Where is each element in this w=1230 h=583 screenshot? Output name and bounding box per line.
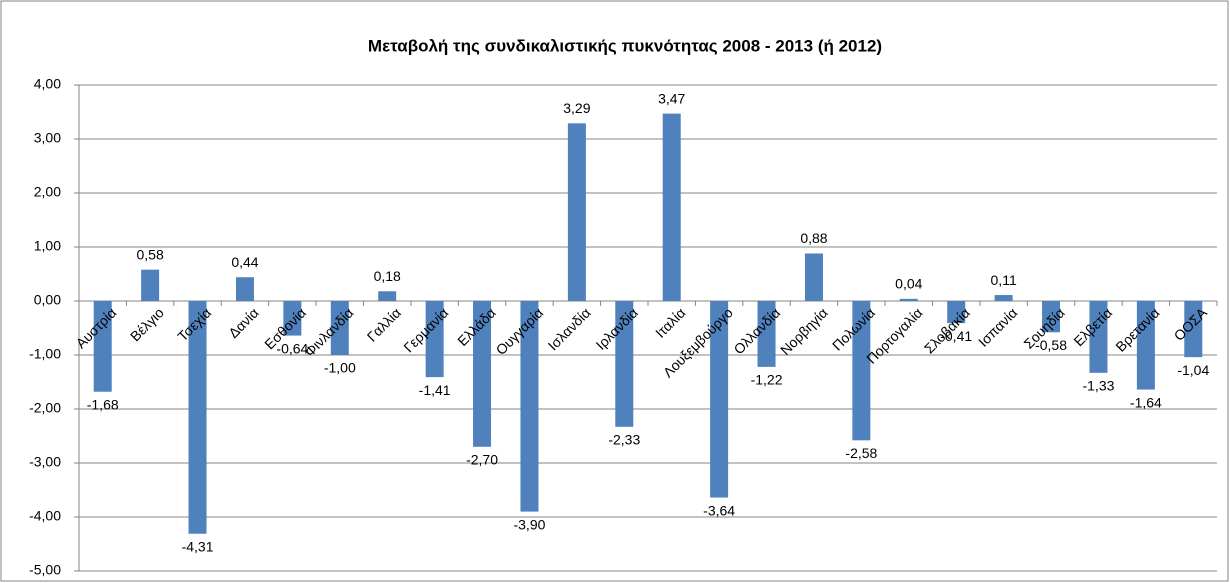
value-label: -0,64	[276, 340, 308, 356]
value-label: 3,29	[563, 100, 590, 116]
value-label: -2,33	[608, 432, 640, 448]
value-label: 0,04	[895, 276, 922, 292]
bar	[757, 301, 776, 367]
bar	[1184, 301, 1203, 358]
y-tick-label: -1,00	[29, 346, 61, 362]
value-label: -4,31	[182, 538, 214, 554]
value-label: 0,44	[231, 254, 258, 270]
bar	[283, 301, 302, 336]
bar	[1136, 301, 1155, 390]
bar	[520, 301, 539, 512]
bar	[615, 301, 634, 427]
bar	[141, 269, 160, 301]
value-label: -1,41	[419, 382, 451, 398]
y-tick-label: -3,00	[29, 454, 61, 470]
y-tick-label: -2,00	[29, 400, 61, 416]
bar	[1089, 301, 1108, 373]
bar	[567, 123, 586, 301]
value-label: -2,58	[845, 445, 877, 461]
value-label: 0,88	[800, 230, 827, 246]
bar	[473, 301, 492, 447]
bar	[188, 301, 207, 534]
value-label: -3,90	[513, 516, 545, 532]
value-label: -0,58	[1035, 337, 1067, 353]
chart-title: Μεταβολή της συνδικαλιστικής πυκνότητας …	[368, 36, 882, 55]
value-label: -1,64	[1130, 394, 1162, 410]
bar	[804, 253, 823, 301]
bar	[994, 295, 1013, 301]
y-tick-label: 2,00	[34, 184, 61, 200]
bar	[330, 301, 349, 355]
value-label: -2,70	[466, 452, 498, 468]
value-label: -1,68	[87, 396, 119, 412]
bar	[899, 298, 918, 301]
value-label: 3,47	[658, 90, 685, 106]
value-label: -1,22	[751, 372, 783, 388]
value-label: 0,18	[374, 268, 401, 284]
value-label: -1,00	[324, 360, 356, 376]
value-label: -3,64	[703, 502, 735, 518]
value-label: 0,11	[991, 272, 1017, 288]
bar	[1042, 301, 1061, 333]
y-tick-label: 3,00	[34, 130, 61, 146]
bar	[93, 301, 112, 392]
value-label: -1,33	[1082, 378, 1114, 394]
bar	[378, 291, 397, 301]
value-label: -0,41	[940, 328, 972, 344]
bar	[425, 301, 444, 378]
y-tick-label: -5,00	[29, 562, 61, 578]
y-tick-label: 1,00	[34, 238, 61, 254]
bar	[662, 113, 681, 302]
bar	[235, 277, 254, 301]
value-label: 0,58	[137, 246, 164, 262]
bar	[852, 301, 871, 441]
y-tick-label: -4,00	[29, 508, 61, 524]
value-label: -1,04	[1177, 362, 1209, 378]
y-tick-label: 4,00	[34, 76, 61, 92]
bar	[947, 301, 966, 324]
bar	[710, 301, 729, 498]
y-tick-label: 0,00	[34, 292, 61, 308]
